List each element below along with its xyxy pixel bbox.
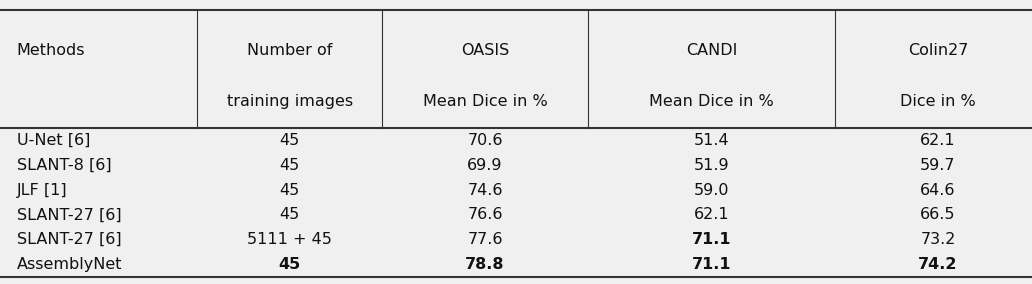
Text: SLANT-27 [6]: SLANT-27 [6] bbox=[17, 207, 122, 222]
Text: 71.1: 71.1 bbox=[691, 257, 732, 272]
Text: 45: 45 bbox=[280, 183, 299, 198]
Text: 70.6: 70.6 bbox=[467, 133, 503, 148]
Text: Dice in %: Dice in % bbox=[900, 94, 976, 109]
Text: 62.1: 62.1 bbox=[921, 133, 956, 148]
Text: 59.0: 59.0 bbox=[694, 183, 730, 198]
Text: Number of: Number of bbox=[247, 43, 332, 58]
Text: 69.9: 69.9 bbox=[467, 158, 503, 173]
Text: 51.4: 51.4 bbox=[694, 133, 730, 148]
Text: 74.2: 74.2 bbox=[918, 257, 958, 272]
Text: SLANT-8 [6]: SLANT-8 [6] bbox=[17, 158, 111, 173]
Text: CANDI: CANDI bbox=[686, 43, 737, 58]
Text: 66.5: 66.5 bbox=[921, 207, 956, 222]
Text: 74.6: 74.6 bbox=[467, 183, 503, 198]
Text: 77.6: 77.6 bbox=[467, 232, 503, 247]
Text: AssemblyNet: AssemblyNet bbox=[17, 257, 123, 272]
Text: 62.1: 62.1 bbox=[694, 207, 730, 222]
Text: training images: training images bbox=[226, 94, 353, 109]
Text: 59.7: 59.7 bbox=[921, 158, 956, 173]
Text: Methods: Methods bbox=[17, 43, 86, 58]
Text: 76.6: 76.6 bbox=[467, 207, 503, 222]
Text: Mean Dice in %: Mean Dice in % bbox=[423, 94, 548, 109]
Text: 78.8: 78.8 bbox=[465, 257, 505, 272]
Text: 51.9: 51.9 bbox=[694, 158, 730, 173]
Text: U-Net [6]: U-Net [6] bbox=[17, 133, 90, 148]
Text: Mean Dice in %: Mean Dice in % bbox=[649, 94, 774, 109]
Text: Colin27: Colin27 bbox=[908, 43, 968, 58]
Text: 64.6: 64.6 bbox=[921, 183, 956, 198]
Text: 71.1: 71.1 bbox=[691, 232, 732, 247]
Text: 45: 45 bbox=[279, 257, 300, 272]
Text: 45: 45 bbox=[280, 207, 299, 222]
Text: JLF [1]: JLF [1] bbox=[17, 183, 67, 198]
Text: 5111 + 45: 5111 + 45 bbox=[247, 232, 332, 247]
Text: 73.2: 73.2 bbox=[921, 232, 956, 247]
Text: 45: 45 bbox=[280, 158, 299, 173]
Text: OASIS: OASIS bbox=[461, 43, 509, 58]
Text: 45: 45 bbox=[280, 133, 299, 148]
Text: SLANT-27 [6]: SLANT-27 [6] bbox=[17, 232, 122, 247]
